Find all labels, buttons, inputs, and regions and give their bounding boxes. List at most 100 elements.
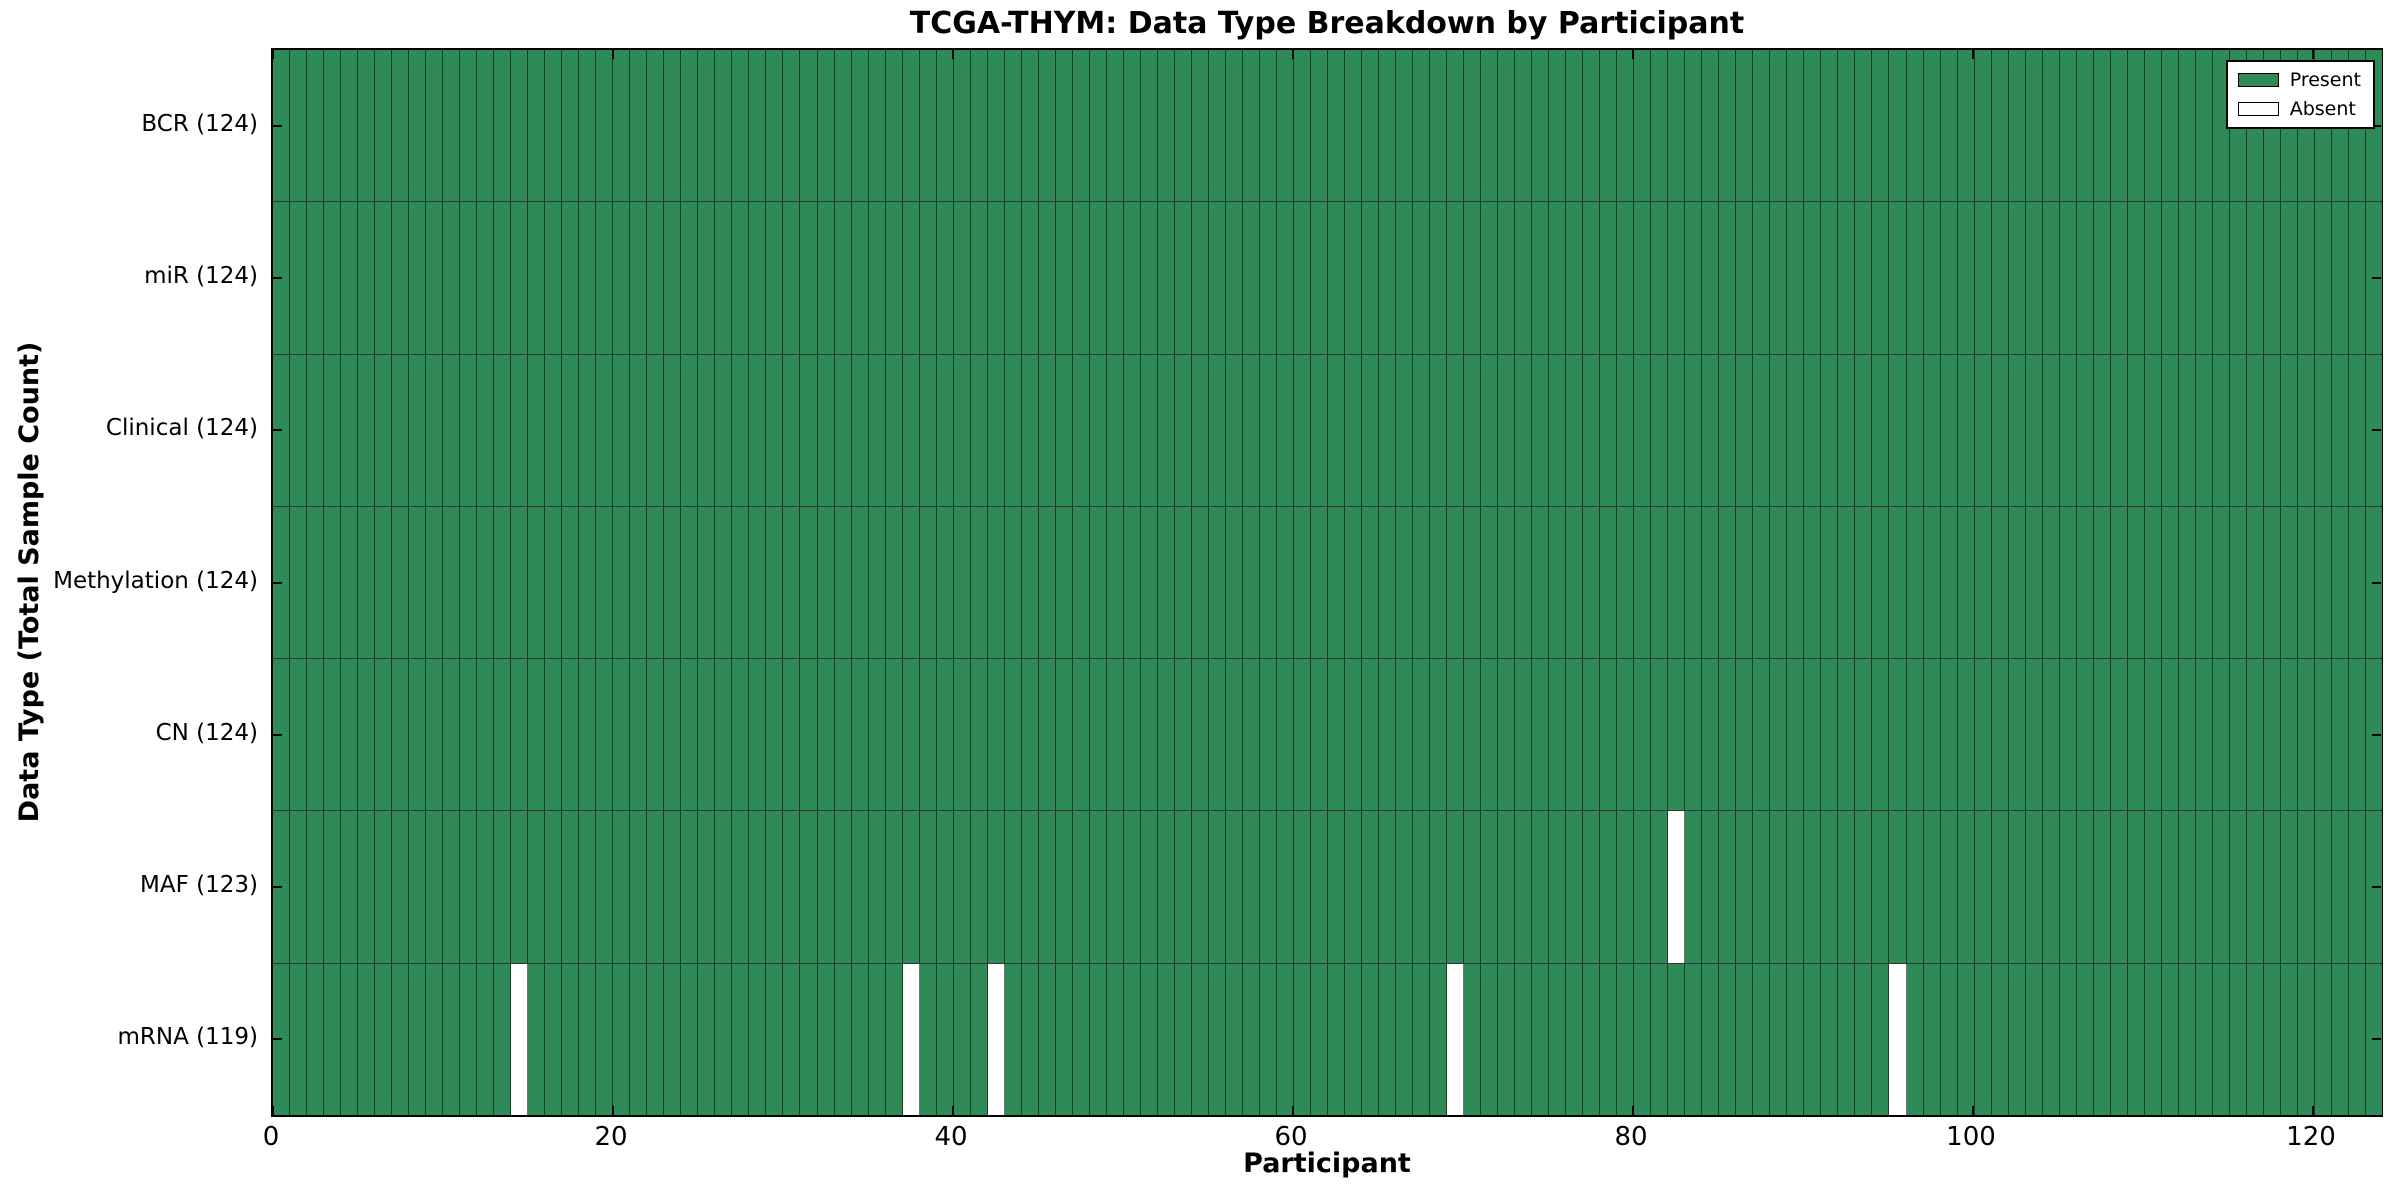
present-cell	[1617, 506, 1635, 659]
present-cell	[1276, 354, 1294, 506]
present-cell	[2297, 202, 2315, 354]
present-cell	[494, 202, 512, 354]
y-tick-label-Methylation: Methylation (124)	[53, 567, 258, 594]
present-cell	[630, 202, 648, 354]
present-cell	[885, 50, 903, 202]
present-cell	[1651, 202, 1669, 354]
absent-cell	[1447, 963, 1465, 1115]
present-cell	[1362, 202, 1380, 354]
present-cell	[2246, 506, 2264, 659]
present-cell	[2297, 354, 2315, 506]
present-cell	[766, 354, 784, 506]
present-cell	[1923, 506, 1941, 659]
present-cell	[1906, 506, 1924, 659]
present-cell	[851, 811, 869, 963]
present-cell	[1276, 963, 1294, 1115]
present-cell	[1038, 202, 1056, 354]
present-cell	[1872, 659, 1890, 811]
present-cell	[1379, 506, 1397, 659]
present-cell	[1974, 354, 1992, 506]
present-cell	[1327, 506, 1345, 659]
present-cell	[2314, 354, 2332, 506]
present-cell	[2042, 659, 2060, 811]
present-cell	[1413, 202, 1431, 354]
present-cell	[936, 963, 954, 1115]
present-cell	[1225, 50, 1243, 202]
present-cell	[477, 506, 495, 659]
present-cell	[2348, 963, 2366, 1115]
present-cell	[1634, 811, 1652, 963]
present-cell	[2229, 963, 2247, 1115]
present-cell	[1293, 659, 1311, 811]
present-cell	[647, 811, 665, 963]
present-cell	[1770, 659, 1788, 811]
present-cell	[732, 811, 750, 963]
present-cell	[2280, 202, 2298, 354]
present-cell	[2110, 202, 2128, 354]
present-cell	[766, 202, 784, 354]
present-cell	[2195, 963, 2213, 1115]
present-cell	[1770, 202, 1788, 354]
present-cell	[2348, 354, 2366, 506]
present-cell	[970, 811, 988, 963]
present-cell	[2178, 354, 2196, 506]
present-cell	[2008, 354, 2026, 506]
present-cell	[902, 50, 920, 202]
present-cell	[1719, 202, 1737, 354]
present-cell	[1855, 811, 1873, 963]
y-tick-mark	[273, 733, 282, 736]
present-cell	[613, 50, 631, 202]
present-cell	[2314, 963, 2332, 1115]
present-cell	[1174, 811, 1192, 963]
present-cell	[630, 811, 648, 963]
present-cell	[681, 659, 699, 811]
present-cell	[2212, 354, 2230, 506]
present-cell	[681, 963, 699, 1115]
present-cell	[987, 354, 1005, 506]
present-cell	[1957, 50, 1975, 202]
present-cell	[2280, 963, 2298, 1115]
present-cell	[1430, 811, 1448, 963]
present-cell	[647, 659, 665, 811]
present-cell	[800, 811, 818, 963]
y-tick-mark	[273, 885, 282, 888]
present-cell	[341, 506, 359, 659]
present-cell	[783, 354, 801, 506]
present-cell	[2059, 659, 2077, 811]
present-cell	[834, 50, 852, 202]
present-cell	[1293, 811, 1311, 963]
present-cell	[783, 811, 801, 963]
present-cell	[426, 811, 444, 963]
present-cell	[987, 202, 1005, 354]
present-cell	[1549, 354, 1567, 506]
present-cell	[1055, 354, 1073, 506]
present-cell	[749, 50, 767, 202]
present-cell	[1276, 811, 1294, 963]
heatmap-grid	[273, 50, 2382, 1115]
present-cell	[987, 506, 1005, 659]
present-cell	[953, 659, 971, 811]
present-cell	[2263, 354, 2281, 506]
present-cell	[1208, 811, 1226, 963]
present-cell	[545, 963, 563, 1115]
present-cell	[1089, 811, 1107, 963]
present-cell	[1055, 659, 1073, 811]
present-cell	[1532, 811, 1550, 963]
present-cell	[2263, 963, 2281, 1115]
present-cell	[1379, 202, 1397, 354]
present-cell	[1566, 659, 1584, 811]
present-cell	[358, 659, 376, 811]
y-tick-label-mRNA: mRNA (119)	[117, 1023, 258, 1050]
present-cell	[1617, 659, 1635, 811]
present-cell	[1787, 506, 1805, 659]
present-cell	[2178, 659, 2196, 811]
present-cell	[1379, 354, 1397, 506]
present-cell	[1447, 811, 1465, 963]
present-cell	[1872, 354, 1890, 506]
row-mRNA	[273, 963, 2382, 1115]
present-cell	[443, 202, 461, 354]
present-cell	[868, 202, 886, 354]
present-cell	[1242, 354, 1260, 506]
present-cell	[885, 811, 903, 963]
present-cell	[613, 963, 631, 1115]
